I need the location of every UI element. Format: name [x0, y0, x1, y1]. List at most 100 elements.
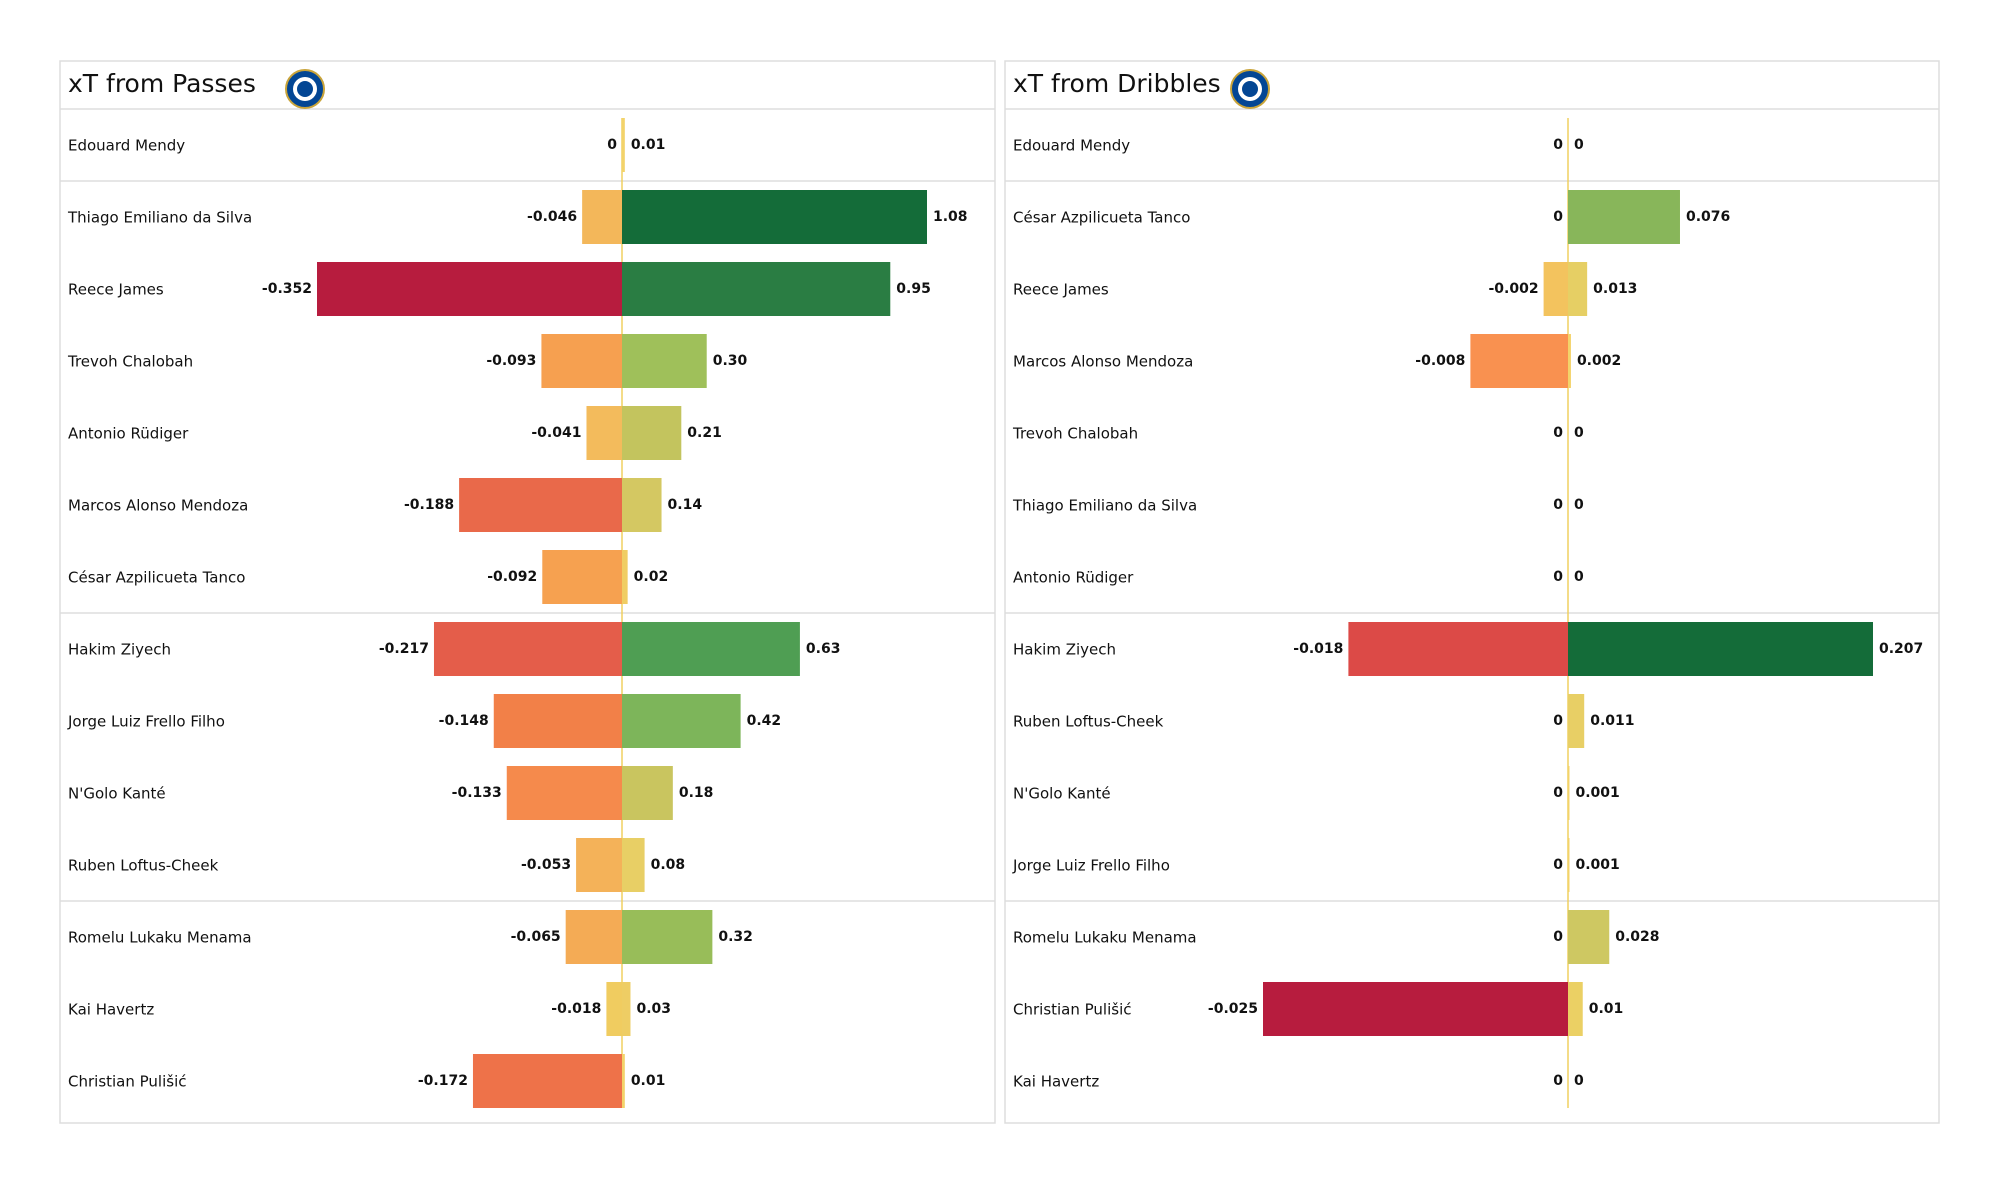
- bar-positive: [1568, 334, 1571, 388]
- value-label: -0.188: [404, 497, 454, 513]
- value-label: -0.018: [551, 1001, 601, 1017]
- value-label: 0: [1553, 713, 1563, 729]
- value-label: 0.03: [636, 1001, 671, 1017]
- player-name: Thiago Emiliano da Silva: [67, 209, 252, 227]
- value-label: 0: [1574, 569, 1584, 585]
- value-label: 0.011: [1590, 713, 1634, 729]
- value-label: 0.028: [1615, 929, 1659, 945]
- value-label: 0: [1574, 137, 1584, 153]
- bar-negative: [506, 766, 622, 820]
- value-label: -0.025: [1208, 1001, 1258, 1017]
- panel-border: [59, 60, 996, 1124]
- value-label: 0: [1553, 569, 1563, 585]
- bar-positive: [622, 910, 713, 964]
- value-label: -0.217: [379, 641, 429, 657]
- value-label: 0.001: [1575, 857, 1619, 873]
- value-label: -0.092: [487, 569, 537, 585]
- value-label: 0.18: [679, 785, 714, 801]
- value-label: 0: [1553, 785, 1563, 801]
- team-logo-core: [1242, 81, 1258, 97]
- value-label: -0.041: [531, 425, 581, 441]
- player-name: N'Golo Kanté: [68, 785, 166, 803]
- value-label: 0.001: [1575, 785, 1619, 801]
- value-label: 0.01: [631, 1073, 666, 1089]
- player-name: Reece James: [1013, 281, 1109, 299]
- value-label: 0.63: [806, 641, 841, 657]
- bar-negative: [1470, 334, 1568, 388]
- player-name: Marcos Alonso Mendoza: [1013, 353, 1193, 371]
- value-label: 0.207: [1879, 641, 1923, 657]
- player-name: César Azpilicueta Tanco: [68, 569, 245, 587]
- value-label: 0: [1553, 209, 1563, 225]
- value-label: 0: [1553, 497, 1563, 513]
- chart-title: xT from Passes: [68, 69, 256, 98]
- value-label: 0.02: [634, 569, 669, 585]
- value-label: 0: [1553, 1073, 1563, 1089]
- player-name: Trevoh Chalobah: [1012, 425, 1138, 443]
- player-name: Antonio Rüdiger: [1013, 569, 1134, 587]
- bar-positive: [1568, 190, 1680, 244]
- player-name: Romelu Lukaku Menama: [68, 929, 252, 947]
- value-label: 0.30: [713, 353, 748, 369]
- player-name: Hakim Ziyech: [68, 641, 171, 659]
- value-label: 0.14: [668, 497, 703, 513]
- bar-positive: [622, 694, 741, 748]
- bar-negative: [1543, 262, 1568, 316]
- bar-positive: [622, 334, 707, 388]
- value-label: 0: [1574, 425, 1584, 441]
- bar-negative: [541, 334, 622, 388]
- value-label: -0.148: [439, 713, 489, 729]
- player-name: Ruben Loftus-Cheek: [68, 857, 219, 875]
- bar-positive: [1568, 766, 1570, 820]
- value-label: -0.046: [527, 209, 577, 225]
- bar-positive: [1568, 262, 1588, 316]
- player-name: Marcos Alonso Mendoza: [68, 497, 248, 515]
- value-label: 0.013: [1593, 281, 1637, 297]
- player-name: Kai Havertz: [68, 1001, 154, 1019]
- value-label: 0: [1553, 929, 1563, 945]
- value-label: 0.42: [747, 713, 782, 729]
- bar-negative: [317, 262, 622, 316]
- player-name: Antonio Rüdiger: [68, 425, 189, 443]
- player-name: Trevoh Chalobah: [67, 353, 193, 371]
- bar-positive: [1568, 622, 1873, 676]
- player-name: Edouard Mendy: [1013, 137, 1130, 155]
- bar-negative: [542, 550, 622, 604]
- bar-positive: [622, 262, 891, 316]
- bar-negative: [1263, 982, 1568, 1036]
- player-name: Hakim Ziyech: [1013, 641, 1116, 659]
- value-label: 0.002: [1577, 353, 1621, 369]
- value-label: 0: [1574, 1073, 1584, 1089]
- player-name: Edouard Mendy: [68, 137, 185, 155]
- bar-positive: [622, 766, 673, 820]
- value-label: 0: [607, 137, 617, 153]
- value-label: 0: [1574, 497, 1584, 513]
- player-name: Kai Havertz: [1013, 1073, 1099, 1091]
- bar-positive: [622, 118, 625, 172]
- value-label: 0.076: [1686, 209, 1730, 225]
- bar-positive: [622, 406, 682, 460]
- value-label: 0: [1553, 137, 1563, 153]
- player-name: Reece James: [68, 281, 164, 299]
- value-label: -0.133: [452, 785, 502, 801]
- bar-positive: [622, 982, 631, 1036]
- chart-title: xT from Dribbles: [1013, 69, 1221, 98]
- value-label: 0: [1553, 857, 1563, 873]
- player-name: Christian Pulišić: [68, 1073, 187, 1091]
- value-label: 0.08: [651, 857, 686, 873]
- value-label: 0.21: [687, 425, 722, 441]
- bar-negative: [586, 406, 622, 460]
- bar-positive: [1568, 694, 1585, 748]
- bar-positive: [622, 550, 628, 604]
- bar-positive: [1568, 910, 1610, 964]
- player-name: Romelu Lukaku Menama: [1013, 929, 1197, 947]
- player-name: Thiago Emiliano da Silva: [1012, 497, 1197, 515]
- bar-negative: [1348, 622, 1568, 676]
- bar-positive: [622, 1054, 625, 1108]
- player-name: Christian Pulišić: [1013, 1001, 1132, 1019]
- bar-negative: [472, 1054, 622, 1108]
- bar-negative: [576, 838, 622, 892]
- bar-positive: [622, 190, 927, 244]
- bar-negative: [606, 982, 622, 1036]
